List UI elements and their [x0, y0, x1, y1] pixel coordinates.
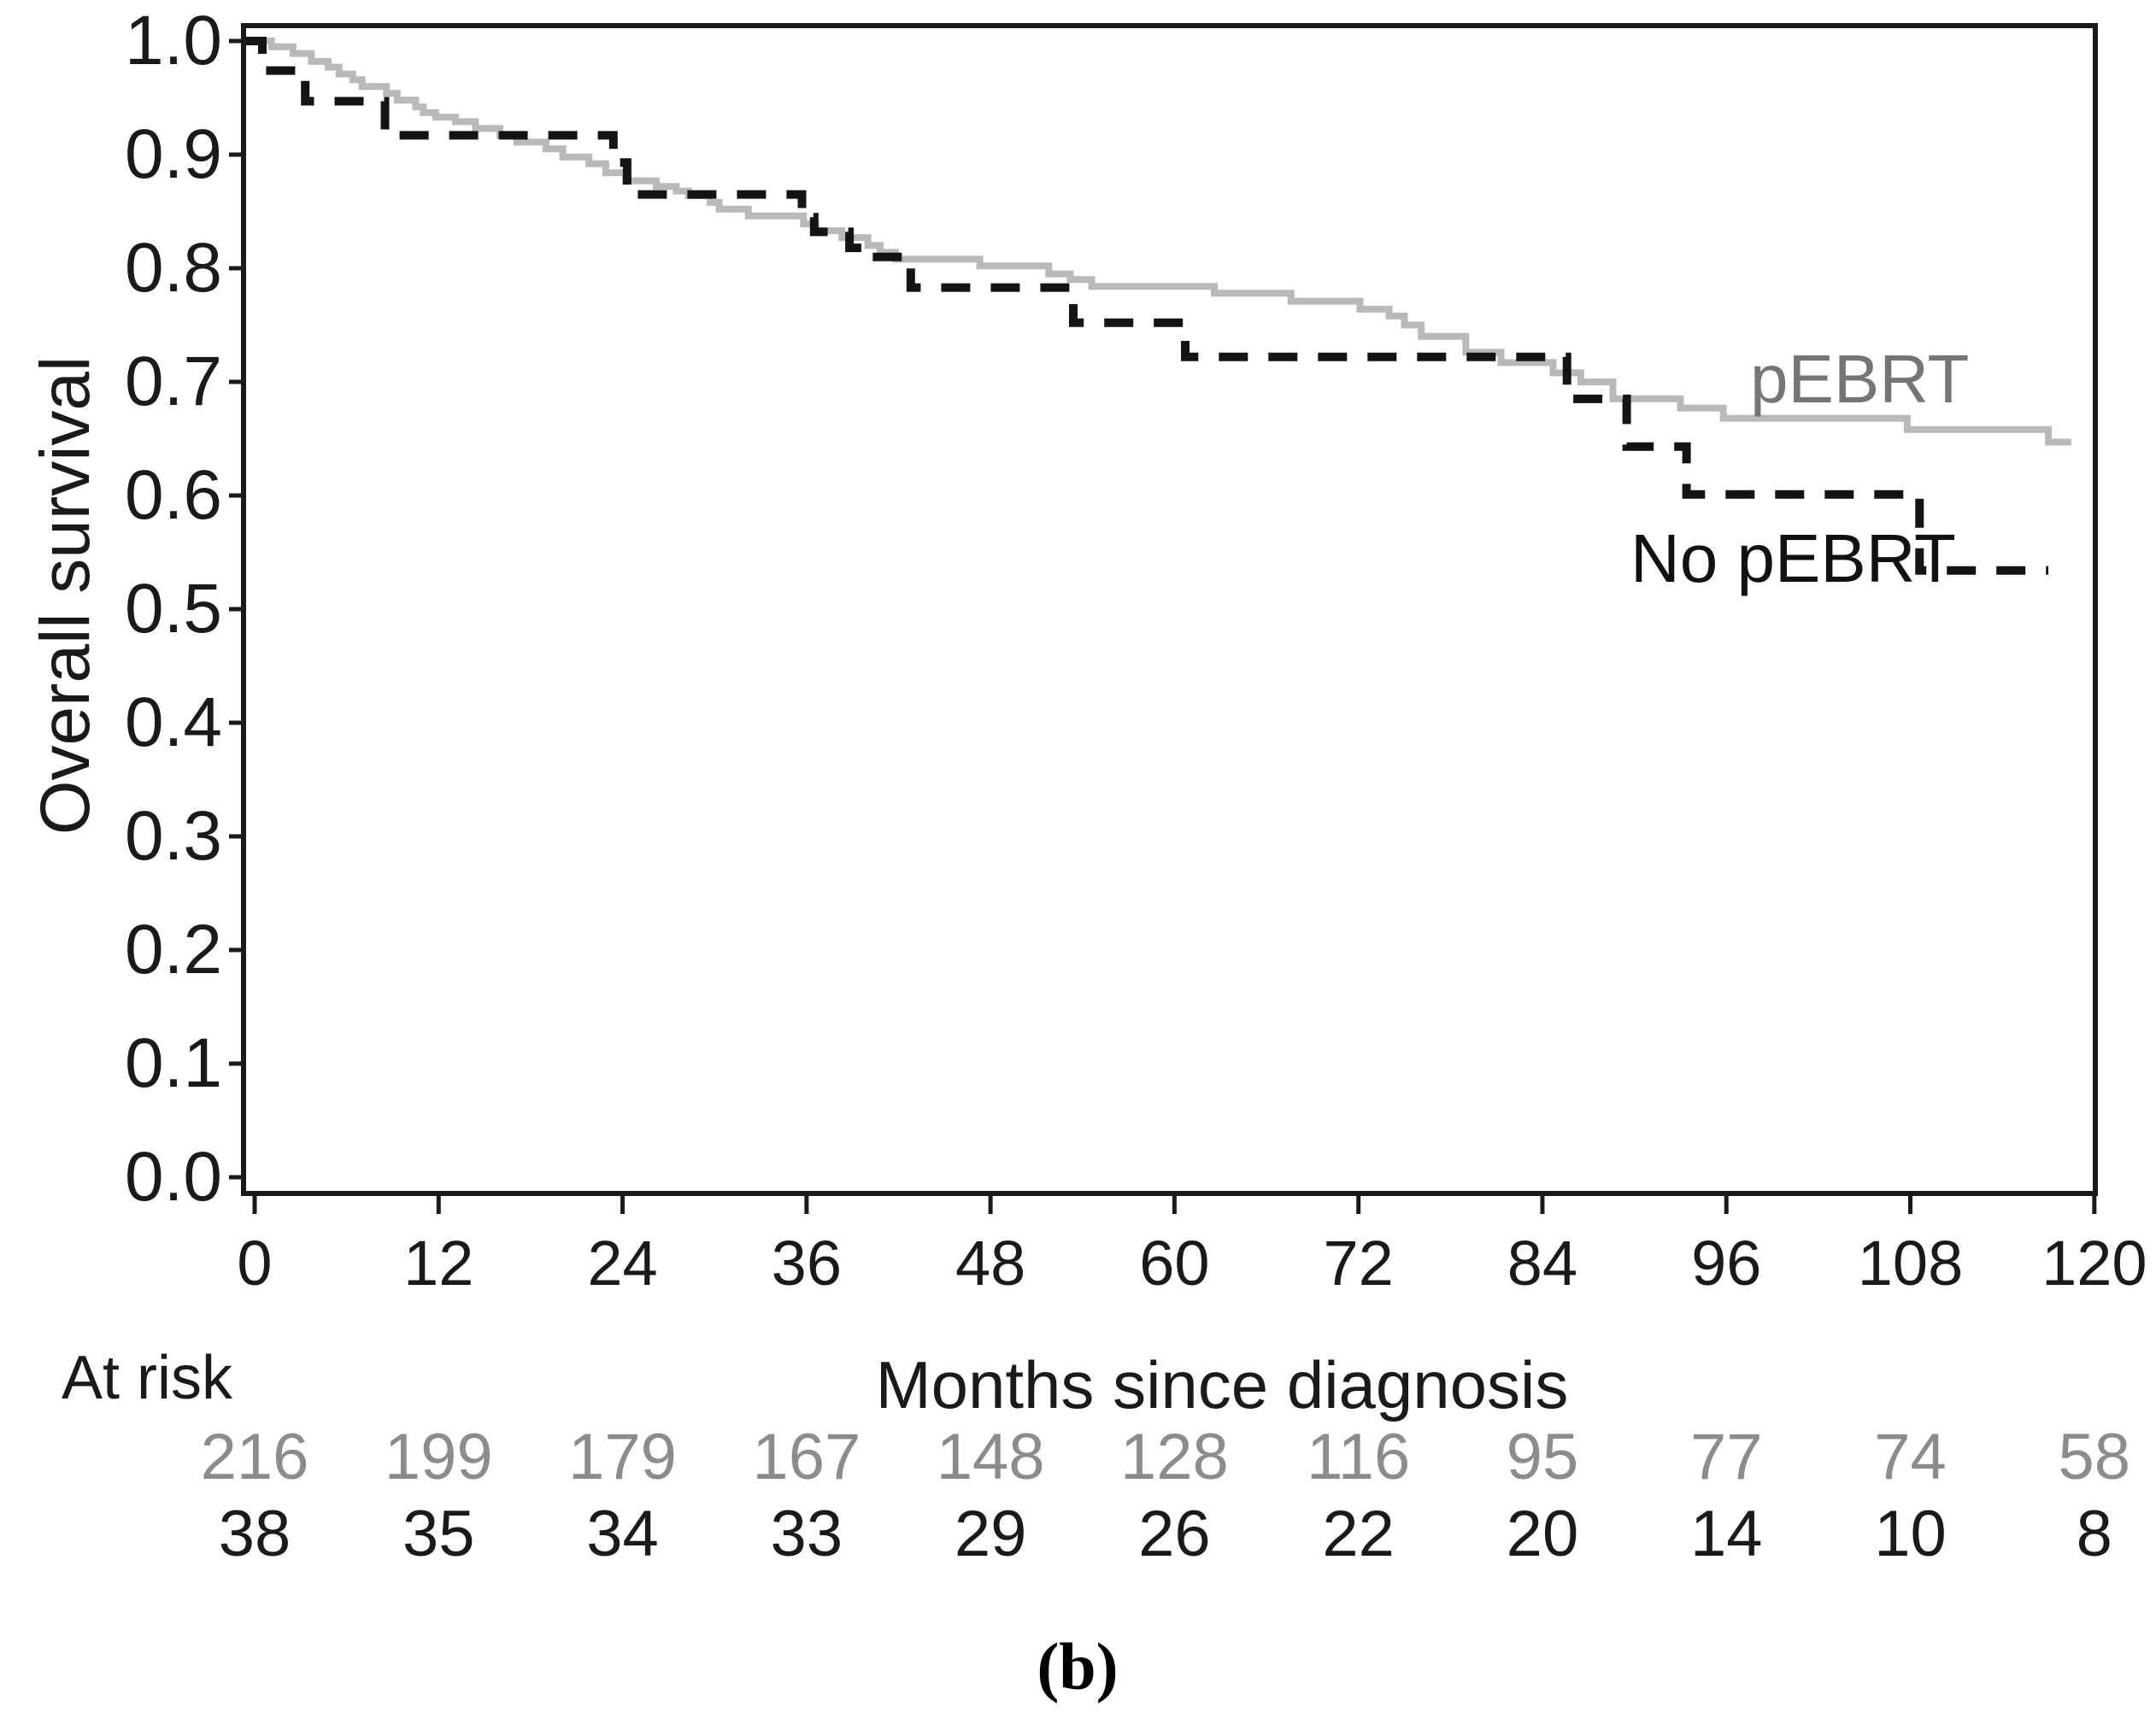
at-risk-value-pebrt: 128: [1119, 1421, 1229, 1493]
x-tick-label: 120: [2041, 1228, 2147, 1299]
y-tick-label: 0.3: [125, 797, 222, 875]
y-tick-label: 0.6: [125, 456, 222, 534]
plot-frame: [241, 23, 2098, 1196]
at-risk-value-pebrt: 199: [384, 1421, 493, 1493]
x-tick-label: 108: [1857, 1228, 1964, 1299]
at-risk-value-no-pebrt: 34: [586, 1498, 659, 1570]
survival-curves: [246, 37, 2071, 575]
x-tick-label: 84: [1507, 1228, 1578, 1299]
x-tick-label: 12: [403, 1228, 474, 1299]
curve-no-pebrt: [246, 37, 2048, 575]
figure-caption: (b): [1037, 1629, 1119, 1703]
y-tick-label: 0.7: [125, 343, 222, 420]
x-tick-label: 72: [1323, 1228, 1394, 1299]
at-risk-value-pebrt: 77: [1689, 1421, 1763, 1493]
at-risk-value-no-pebrt: 22: [1322, 1498, 1395, 1570]
y-tick-label: 1.0: [125, 2, 222, 79]
at-risk-value-pebrt: 58: [2058, 1421, 2131, 1493]
y-tick-label: 0.9: [125, 115, 222, 193]
y-tick-label: 0.4: [125, 683, 222, 761]
y-tick-label: 0.2: [125, 911, 222, 988]
curve-label-pebrt: pEBRT: [1750, 341, 1970, 417]
curve-label-no-pebrt: No pEBRT: [1630, 520, 1956, 596]
y-axis-title: Overall survival: [26, 355, 104, 836]
axis-ticks: [229, 38, 2097, 1214]
y-tick-label: 0.1: [125, 1024, 222, 1102]
at-risk-value-no-pebrt: 29: [954, 1498, 1027, 1570]
x-tick-label: 24: [587, 1228, 658, 1299]
at-risk-value-no-pebrt: 33: [770, 1498, 843, 1570]
at-risk-value-pebrt: 148: [936, 1421, 1045, 1493]
x-tick-label: 0: [237, 1228, 273, 1299]
x-tick-label: 36: [771, 1228, 842, 1299]
x-tick-label: 96: [1691, 1228, 1762, 1299]
at-risk-value-no-pebrt: 14: [1689, 1498, 1763, 1570]
y-tick-label: 0.8: [125, 229, 222, 307]
at-risk-value-pebrt: 167: [752, 1421, 861, 1493]
at-risk-value-no-pebrt: 10: [1874, 1498, 1947, 1570]
at-risk-value-no-pebrt: 8: [2076, 1498, 2112, 1570]
at-risk-label: At risk: [62, 1344, 233, 1412]
at-risk-value-pebrt: 95: [1506, 1421, 1579, 1493]
at-risk-value-pebrt: 74: [1874, 1421, 1947, 1493]
y-tick-label: 0.0: [125, 1138, 222, 1216]
at-risk-value-no-pebrt: 26: [1138, 1498, 1211, 1570]
at-risk-value-pebrt: 179: [568, 1421, 677, 1493]
curve-pebrt: [246, 38, 2071, 446]
at-risk-value-pebrt: 116: [1307, 1421, 1411, 1493]
y-tick-label: 0.5: [125, 570, 222, 648]
at-risk-value-no-pebrt: 20: [1506, 1498, 1579, 1570]
x-tick-label: 60: [1139, 1228, 1210, 1299]
x-tick-label: 48: [955, 1228, 1026, 1299]
at-risk-value-pebrt: 216: [200, 1421, 309, 1493]
at-risk-value-no-pebrt: 35: [402, 1498, 475, 1570]
at-risk-value-no-pebrt: 38: [218, 1498, 291, 1570]
x-axis-title: Months since diagnosis: [875, 1347, 1569, 1422]
